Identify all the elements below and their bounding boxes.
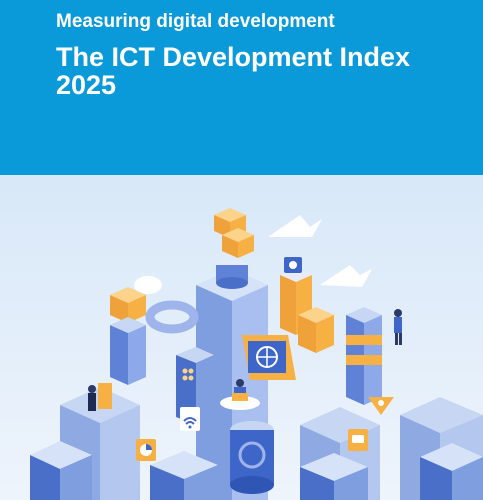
- front-buildings: [30, 441, 483, 500]
- person-icon: [394, 309, 402, 345]
- server-stack-icon: [110, 287, 146, 385]
- cloud-icon: [134, 215, 372, 294]
- ring-shape: [145, 300, 199, 334]
- cover-subtitle: Measuring digital development: [56, 11, 335, 32]
- isometric-city-illustration: [0, 175, 483, 500]
- right-tower: [346, 307, 382, 405]
- cover-title: The ICT Development Index 2025: [56, 42, 411, 100]
- gear-icon: [280, 257, 334, 353]
- globe-icon: [242, 335, 296, 380]
- arrow-marker: [368, 397, 394, 415]
- laptop-icon: [220, 379, 260, 410]
- data-cylinder: [230, 421, 274, 494]
- cover-header: Measuring digital development The ICT De…: [0, 0, 483, 175]
- wifi-icon: [180, 407, 200, 431]
- chart-icon: [136, 439, 156, 461]
- chat-bubble-icon: [348, 429, 368, 451]
- woman-with-phone: [88, 383, 112, 411]
